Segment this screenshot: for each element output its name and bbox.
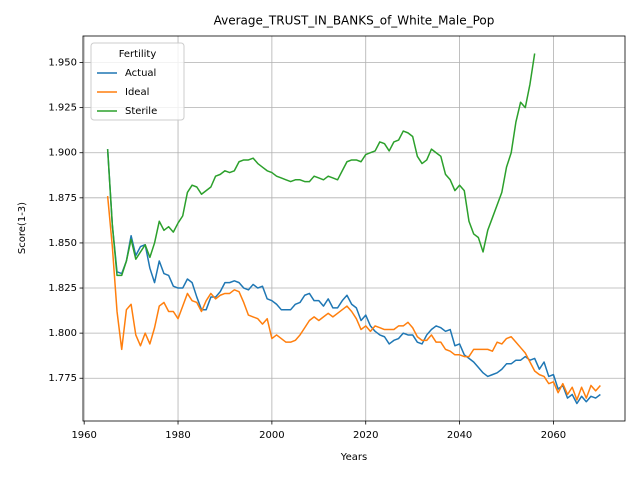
x-axis-label: Years [340, 452, 367, 463]
y-tick-label: 1.850 [48, 238, 77, 249]
series-line [106, 195, 601, 401]
x-tick-label: 1980 [165, 430, 190, 441]
series-line [106, 53, 536, 277]
y-tick-label: 1.900 [48, 148, 77, 159]
x-tick-label: 2020 [353, 430, 378, 441]
chart-title: Average_TRUST_IN_BANKS_of_White_Male_Pop [214, 14, 495, 28]
series-line [106, 149, 601, 405]
y-tick-label: 1.825 [48, 283, 77, 294]
y-tick-label: 1.950 [48, 58, 77, 69]
legend-label: Ideal [125, 87, 149, 98]
plot-frame [82, 35, 626, 422]
legend-label: Sterile [125, 106, 157, 117]
x-tick-label: 2040 [447, 430, 472, 441]
legend-label: Actual [125, 68, 156, 79]
y-axis-label: Score(1-3) [17, 202, 28, 254]
y-tick-label: 1.925 [48, 103, 77, 114]
x-tick-label: 1960 [71, 430, 96, 441]
y-tick-label: 1.775 [48, 373, 77, 384]
legend: Fertility Actual Ideal Sterile [90, 42, 185, 121]
y-tick-label: 1.875 [48, 193, 77, 204]
legend-title: Fertility [119, 49, 157, 60]
x-tick-label: 2060 [541, 430, 566, 441]
y-tick-label: 1.800 [48, 328, 77, 339]
x-tick-label: 2000 [259, 430, 284, 441]
legend-box [90, 42, 185, 121]
